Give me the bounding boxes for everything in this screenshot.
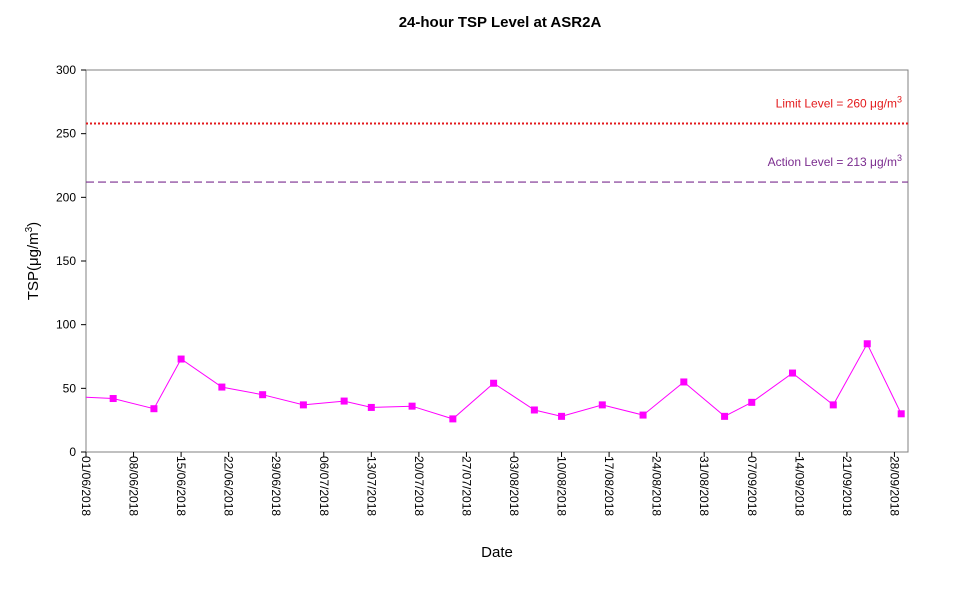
x-tick-label: 17/08/2018: [602, 456, 616, 516]
y-tick-label: 250: [56, 127, 76, 141]
y-tick-label: 50: [63, 381, 77, 395]
x-tick-label: 29/06/2018: [269, 456, 283, 516]
x-axis-title: Date: [481, 544, 513, 561]
plot-area: [85, 69, 909, 453]
y-axis-title-unit: μg/m: [25, 232, 42, 266]
y-axis-title: TSP(μg/m3): [24, 222, 42, 300]
y-tick-label: 0: [69, 445, 76, 459]
data-point: [558, 412, 566, 420]
x-tick-label: 01/06/2018: [79, 456, 93, 516]
limit-level-label-text: Limit Level = 260 μg/m: [776, 96, 897, 110]
x-tick-label: 24/08/2018: [650, 456, 664, 516]
y-axis-title-sup: 3: [24, 226, 35, 232]
limit-level-label: Limit Level = 260 μg/m3: [776, 94, 902, 110]
data-point: [863, 340, 871, 348]
x-tick-label: 22/06/2018: [222, 456, 236, 516]
data-point: [299, 401, 307, 409]
x-tick-label: 28/09/2018: [887, 456, 901, 516]
data-point: [829, 401, 837, 409]
y-tick-label: 100: [56, 318, 76, 332]
data-point: [259, 391, 267, 399]
data-point: [897, 410, 905, 418]
x-axis: 01/06/2018 08/06/2018 15/06/2018 22/06/2018…: [79, 452, 901, 516]
data-point: [109, 395, 117, 403]
x-tick-label: 06/07/2018: [317, 456, 331, 516]
data-point: [490, 379, 498, 387]
data-point: [748, 398, 756, 406]
series-group: [85, 340, 905, 423]
limit-level-label-sup: 3: [897, 94, 902, 104]
x-tick-label: 03/08/2018: [507, 456, 521, 516]
y-tick-label: 200: [56, 190, 76, 204]
data-point: [367, 403, 375, 411]
x-tick-label: 15/06/2018: [174, 456, 188, 516]
y-axis-title-close: ): [25, 222, 42, 227]
data-point: [598, 401, 606, 409]
x-tick-label: 08/06/2018: [127, 456, 141, 516]
data-point: [789, 369, 797, 377]
action-level-label-sup: 3: [897, 153, 902, 163]
x-tick-label: 20/07/2018: [412, 456, 426, 516]
x-tick-label: 07/09/2018: [745, 456, 759, 516]
data-point: [680, 378, 688, 386]
x-tick-label: 14/09/2018: [792, 456, 806, 516]
y-axis-title-main: TSP(: [25, 266, 42, 300]
data-point: [449, 415, 457, 423]
y-tick-label: 150: [56, 254, 76, 268]
data-point: [408, 402, 416, 410]
x-tick-label: 13/07/2018: [364, 456, 378, 516]
data-point: [530, 406, 538, 414]
action-level-label: Action Level = 213 μg/m3: [768, 153, 902, 169]
y-tick-label: 300: [56, 63, 76, 77]
action-level-label-text: Action Level = 213 μg/m: [768, 155, 897, 169]
y-axis: 0 50 100 150 200 250 300: [56, 63, 86, 459]
data-point: [177, 355, 185, 363]
x-tick-label: 31/08/2018: [697, 456, 711, 516]
data-point: [721, 412, 729, 420]
x-tick-label: 10/08/2018: [555, 456, 569, 516]
chart-title: 24-hour TSP Level at ASR2A: [399, 14, 602, 31]
x-tick-label: 21/09/2018: [840, 456, 854, 516]
data-point: [218, 383, 226, 391]
x-tick-label: 27/07/2018: [459, 456, 473, 516]
data-point: [639, 411, 647, 419]
data-point: [340, 397, 348, 405]
data-point: [150, 405, 158, 413]
